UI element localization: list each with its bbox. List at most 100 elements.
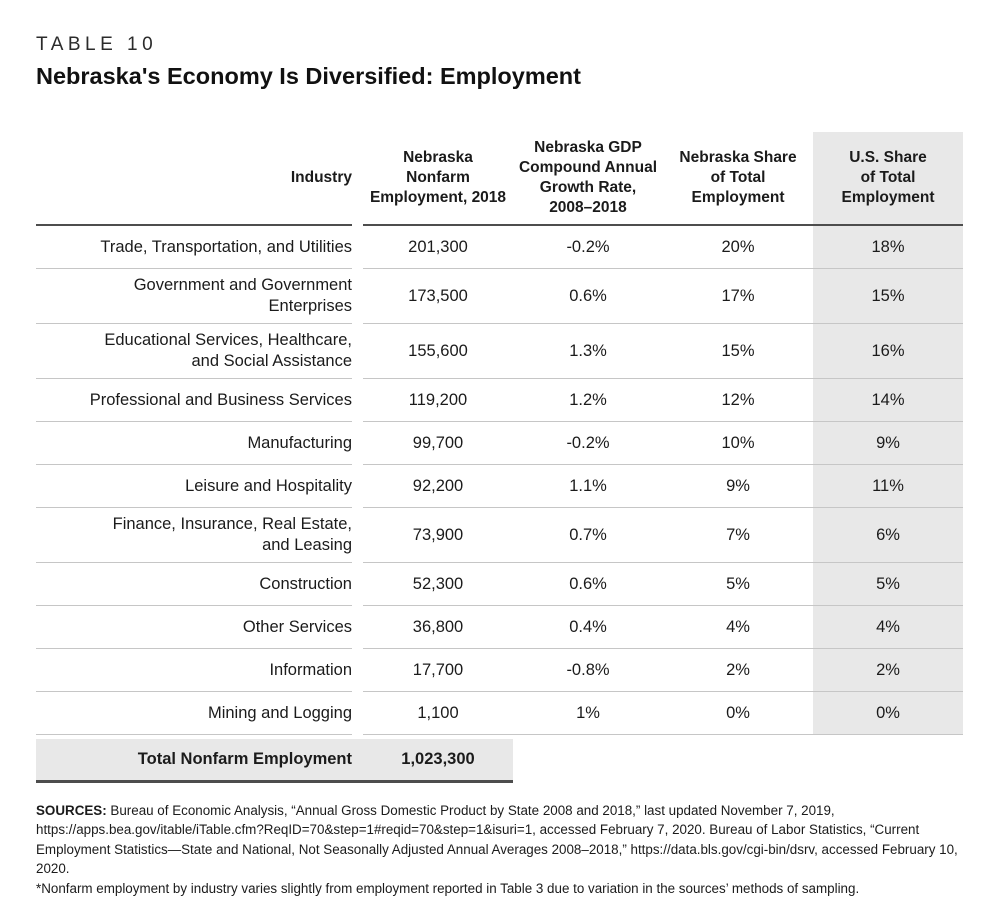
table-row: Government and Government Enterprises 17… xyxy=(36,269,964,324)
ne-share-cell: 15% xyxy=(721,341,755,360)
employment-table: Industry Nebraska Nonfarm Employment, 20… xyxy=(36,132,964,783)
cagr-cell: 1% xyxy=(576,703,600,722)
us-share-cell: 5% xyxy=(813,563,963,605)
table-row: Trade, Transportation, and Utilities 201… xyxy=(36,226,964,269)
us-share-cell: 16% xyxy=(813,324,963,378)
column-header-ne-share: Nebraska Share of Total Employment xyxy=(679,149,797,206)
industry-cell: Government and Government Enterprises xyxy=(36,269,352,324)
cagr-cell: 0.4% xyxy=(569,617,607,636)
row-data-cells: 155,600 1.3% 15% 16% xyxy=(363,324,963,379)
column-gap xyxy=(352,649,363,692)
employment-cell: 92,200 xyxy=(412,476,464,495)
industry-cell: Educational Services, Healthcare, and So… xyxy=(36,324,352,379)
sources-label: SOURCES: xyxy=(36,803,107,818)
column-gap xyxy=(352,132,363,226)
column-gap xyxy=(352,465,363,508)
us-share-cell: 6% xyxy=(813,508,963,562)
ne-share-cell: 17% xyxy=(721,286,755,305)
ne-share-cell: 9% xyxy=(726,476,750,495)
us-share-cell: 18% xyxy=(813,226,963,268)
column-gap xyxy=(352,508,363,563)
ne-share-cell: 10% xyxy=(721,433,755,452)
employment-cell: 201,300 xyxy=(408,237,468,256)
column-header-employment: Nebraska Nonfarm Employment, 2018 xyxy=(369,149,507,206)
us-share-cell: 15% xyxy=(813,269,963,323)
row-data-cells: 73,900 0.7% 7% 6% xyxy=(363,508,963,563)
employment-cell: 52,300 xyxy=(412,574,464,593)
table-row: Manufacturing 99,700 -0.2% 10% 9% xyxy=(36,422,964,465)
column-header-us-share: U.S. Share of Total Employment xyxy=(813,132,963,224)
table-row: Professional and Business Services 119,2… xyxy=(36,379,964,422)
row-data-cells: 201,300 -0.2% 20% 18% xyxy=(363,226,963,269)
sources-note: SOURCES: Bureau of Economic Analysis, “A… xyxy=(36,801,964,879)
us-share-cell: 11% xyxy=(813,465,963,507)
column-gap xyxy=(352,379,363,422)
total-value: 1,023,300 xyxy=(401,750,475,768)
total-label: Total Nonfarm Employment xyxy=(137,750,352,768)
row-data-cells: 36,800 0.4% 4% 4% xyxy=(363,606,963,649)
ne-share-cell: 5% xyxy=(726,574,750,593)
cagr-cell: 1.3% xyxy=(569,341,607,360)
employment-cell: 173,500 xyxy=(408,286,468,305)
column-header-cagr: Nebraska GDP Compound Annual Growth Rate… xyxy=(518,139,658,216)
page-title: Nebraska's Economy Is Diversified: Emplo… xyxy=(36,63,581,89)
header-data-cells: Nebraska Nonfarm Employment, 2018 Nebras… xyxy=(363,132,963,226)
industry-cell: Finance, Insurance, Real Estate, and Lea… xyxy=(36,508,352,563)
row-data-cells: 173,500 0.6% 17% 15% xyxy=(363,269,963,324)
industry-cell: Other Services xyxy=(36,606,352,649)
column-gap xyxy=(352,692,363,735)
employment-cell: 155,600 xyxy=(408,341,468,360)
row-data-cells: 92,200 1.1% 9% 11% xyxy=(363,465,963,508)
column-gap xyxy=(352,422,363,465)
row-data-cells: 52,300 0.6% 5% 5% xyxy=(363,563,963,606)
column-gap xyxy=(352,606,363,649)
column-gap xyxy=(352,269,363,324)
industry-cell: Leisure and Hospitality xyxy=(36,465,352,508)
us-share-cell: 2% xyxy=(813,649,963,691)
table-row: Information 17,700 -0.8% 2% 2% xyxy=(36,649,964,692)
table-number: TABLE 10 xyxy=(36,34,158,55)
cagr-cell: 0.6% xyxy=(569,574,607,593)
column-gap xyxy=(352,563,363,606)
table-header-row: Industry Nebraska Nonfarm Employment, 20… xyxy=(36,132,964,226)
row-data-cells: 17,700 -0.8% 2% 2% xyxy=(363,649,963,692)
us-share-cell: 4% xyxy=(813,606,963,648)
ne-share-cell: 2% xyxy=(726,660,750,679)
sources-text: Bureau of Economic Analysis, “Annual Gro… xyxy=(36,803,958,877)
table-row: Construction 52,300 0.6% 5% 5% xyxy=(36,563,964,606)
us-share-cell: 9% xyxy=(813,422,963,464)
cagr-cell: 1.1% xyxy=(569,476,607,495)
table-row: Other Services 36,800 0.4% 4% 4% xyxy=(36,606,964,649)
footnote: *Nonfarm employment by industry varies s… xyxy=(36,880,860,896)
column-header-industry: Industry xyxy=(36,132,352,226)
row-data-cells: 119,200 1.2% 12% 14% xyxy=(363,379,963,422)
industry-cell: Professional and Business Services xyxy=(36,379,352,422)
employment-cell: 119,200 xyxy=(408,390,468,409)
us-share-cell: 0% xyxy=(813,692,963,734)
us-share-cell: 14% xyxy=(813,379,963,421)
ne-share-cell: 0% xyxy=(726,703,750,722)
cagr-cell: -0.2% xyxy=(566,237,610,256)
table-row: Leisure and Hospitality 92,200 1.1% 9% 1… xyxy=(36,465,964,508)
ne-share-cell: 20% xyxy=(721,237,755,256)
employment-cell: 99,700 xyxy=(412,433,464,452)
employment-cell: 36,800 xyxy=(412,617,464,636)
employment-cell: 1,100 xyxy=(417,703,459,722)
industry-cell: Mining and Logging xyxy=(36,692,352,735)
cagr-cell: -0.2% xyxy=(566,433,610,452)
industry-cell: Information xyxy=(36,649,352,692)
cagr-cell: 1.2% xyxy=(569,390,607,409)
table-row: Educational Services, Healthcare, and So… xyxy=(36,324,964,379)
ne-share-cell: 12% xyxy=(721,390,755,409)
row-data-cells: 99,700 -0.2% 10% 9% xyxy=(363,422,963,465)
industry-cell: Construction xyxy=(36,563,352,606)
employment-cell: 73,900 xyxy=(412,525,464,544)
table-row: Finance, Insurance, Real Estate, and Lea… xyxy=(36,508,964,563)
column-gap xyxy=(352,226,363,269)
ne-share-cell: 4% xyxy=(726,617,750,636)
industry-cell: Manufacturing xyxy=(36,422,352,465)
cagr-cell: 0.7% xyxy=(569,525,607,544)
column-gap xyxy=(352,324,363,379)
cagr-cell: -0.8% xyxy=(566,660,610,679)
